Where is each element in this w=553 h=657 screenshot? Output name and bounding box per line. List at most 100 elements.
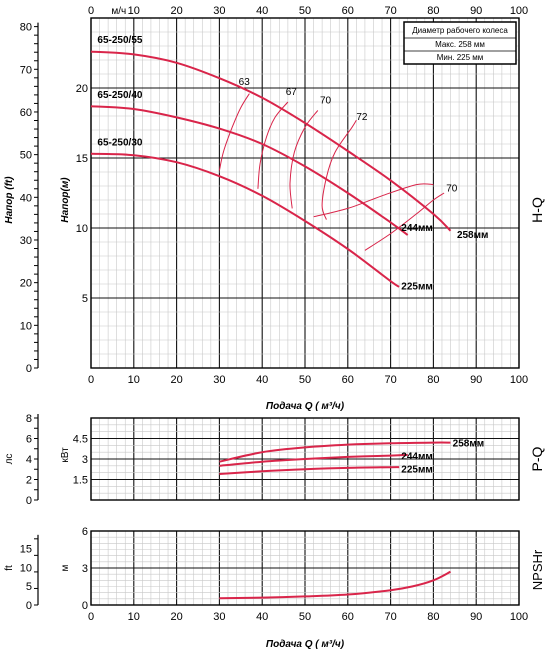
top-x-tick-label: 10 bbox=[128, 5, 140, 17]
impeller-diameter-legend: Диаметр рабочего колеса Макс. 258 мм Мин… bbox=[403, 21, 517, 65]
hp-axis-tick-label: 0 bbox=[26, 495, 32, 507]
top-x-tick-label: 40 bbox=[256, 5, 268, 17]
npsh-x-tick-label: 0 bbox=[88, 611, 94, 623]
ft-axis-tick-label: 80 bbox=[20, 22, 32, 34]
x-tick-label: 0 bbox=[88, 374, 94, 386]
ft-axis-tick-label: 40 bbox=[20, 192, 32, 204]
y-npsh-m-axis-title: м bbox=[60, 564, 71, 571]
npsh-x-axis-title: Подача Q ( м³/ч) bbox=[266, 639, 345, 650]
npsh-x-tick-label: 30 bbox=[213, 611, 225, 623]
efficiency-curve bbox=[218, 93, 250, 171]
hq-model-label: 65-250/55 bbox=[97, 35, 142, 46]
efficiency-curve bbox=[321, 119, 357, 220]
pq-curve-258мм bbox=[219, 441, 451, 463]
hp-axis-tick-label: 2 bbox=[26, 475, 32, 487]
x-axis-title: Подача Q ( м³/ч) bbox=[266, 401, 345, 412]
hq-series-label: 244мм bbox=[401, 223, 432, 234]
efficiency-label: 63 bbox=[239, 77, 251, 88]
top-x-tick-label: 50 bbox=[299, 5, 311, 17]
npsh-x-tick-label: 40 bbox=[256, 611, 268, 623]
ft-axis-tick-label: 60 bbox=[20, 107, 32, 119]
top-x-tick-label: 60 bbox=[342, 5, 354, 17]
npsh-x-tick-label: 90 bbox=[470, 611, 482, 623]
npsh-ft-tick-label: 15 bbox=[20, 544, 32, 556]
npsh-x-tick-label: 50 bbox=[299, 611, 311, 623]
npsh-x-tick-label: 10 bbox=[128, 611, 140, 623]
y-m-axis-title: Напор(м) bbox=[60, 177, 71, 223]
hp-axis-tick-label: 6 bbox=[26, 434, 32, 446]
hq-curve-258мм bbox=[90, 50, 452, 232]
top-x-tick-label: 80 bbox=[427, 5, 439, 17]
x-tick-label: 80 bbox=[427, 374, 439, 386]
npsh-curve bbox=[219, 570, 451, 600]
efficiency-label: 70 bbox=[320, 95, 332, 106]
top-x-unit-label: м/ч bbox=[111, 6, 126, 17]
npsh-x-tick-label: 20 bbox=[170, 611, 182, 623]
x-tick-label: 20 bbox=[170, 374, 182, 386]
hp-axis-tick-label: 4 bbox=[26, 454, 32, 466]
y-npsh-m-tick-label: 0 bbox=[82, 600, 88, 612]
x-tick-label: 100 bbox=[510, 374, 528, 386]
pq-series-label: 258мм bbox=[453, 439, 484, 450]
plot-frame bbox=[90, 417, 520, 501]
x-tick-label: 10 bbox=[128, 374, 140, 386]
y-m-tick-label: 5 bbox=[82, 293, 88, 305]
npsh-ft-tick-label: 5 bbox=[26, 581, 32, 593]
hq-model-label: 65-250/40 bbox=[97, 90, 142, 101]
npsh-ft-tick-label: 0 bbox=[26, 600, 32, 612]
ft-axis-tick-label: 70 bbox=[20, 64, 32, 76]
x-tick-label: 90 bbox=[470, 374, 482, 386]
pq-curve-225мм bbox=[219, 466, 400, 475]
efficiency-curve bbox=[364, 192, 445, 251]
pq-series-label: 225мм bbox=[401, 465, 432, 476]
hp-axis-tick-label: 8 bbox=[26, 413, 32, 425]
npsh-x-tick-label: 100 bbox=[510, 611, 528, 623]
npsh-x-tick-label: 80 bbox=[427, 611, 439, 623]
plot-frame bbox=[90, 530, 520, 606]
y-kw-tick-label: 4.5 bbox=[73, 434, 88, 446]
x-tick-label: 30 bbox=[213, 374, 225, 386]
x-tick-label: 60 bbox=[342, 374, 354, 386]
hq-model-label: 65-250/30 bbox=[97, 137, 142, 148]
hq-series-label: 225мм bbox=[401, 282, 432, 293]
top-x-tick-label: 30 bbox=[213, 5, 225, 17]
hq-curve-225мм bbox=[90, 152, 400, 288]
pq-series-label: 244мм bbox=[401, 452, 432, 463]
ft-axis-tick-label: 30 bbox=[20, 235, 32, 247]
y-hp-axis-title: лс bbox=[4, 454, 15, 465]
y-m-tick-label: 10 bbox=[76, 223, 88, 235]
top-x-tick-label: 90 bbox=[470, 5, 482, 17]
y-npsh-ft-axis-title: ft bbox=[4, 565, 15, 571]
ft-axis-tick-label: 20 bbox=[20, 278, 32, 290]
top-x-tick-label: 0 bbox=[88, 5, 94, 17]
top-x-tick-label: 100 bbox=[510, 5, 528, 17]
y-npsh-m-tick-label: 3 bbox=[82, 563, 88, 575]
npsh-x-tick-label: 70 bbox=[384, 611, 396, 623]
x-tick-label: 40 bbox=[256, 374, 268, 386]
ft-axis-tick-label: 50 bbox=[20, 150, 32, 162]
npsh-chart: 0 3 6 м 0 5 10 15 ft NPSHr 0 10 20 30 40 50 60 70 80 90 100 П… bbox=[4, 526, 545, 650]
npsh-ft-tick-label: 10 bbox=[20, 562, 32, 574]
y-m-tick-label: 20 bbox=[76, 83, 88, 95]
ft-axis-tick-label: 0 bbox=[26, 363, 32, 375]
top-x-tick-label: 20 bbox=[170, 5, 182, 17]
hq-side-label: H-Q bbox=[529, 197, 545, 223]
efficiency-label: 70 bbox=[446, 184, 458, 195]
y-m-tick-label: 15 bbox=[76, 153, 88, 165]
hq-series-label: 258мм bbox=[457, 230, 488, 241]
plot-frame bbox=[90, 17, 520, 369]
npsh-x-tick-label: 60 bbox=[342, 611, 354, 623]
legend-min-diameter: Мин. 225 мм bbox=[437, 53, 484, 62]
ft-axis-tick-label: 10 bbox=[20, 320, 32, 332]
efficiency-label: 72 bbox=[356, 112, 368, 123]
y-kw-tick-label: 3 bbox=[82, 454, 88, 466]
efficiency-curve bbox=[313, 183, 434, 218]
top-x-tick-label: 70 bbox=[384, 5, 396, 17]
y-kw-axis-title: кВт bbox=[60, 447, 71, 463]
pq-side-label: P-Q bbox=[529, 446, 545, 471]
x-tick-label: 70 bbox=[384, 374, 396, 386]
y-kw-tick-label: 1.5 bbox=[73, 475, 88, 487]
